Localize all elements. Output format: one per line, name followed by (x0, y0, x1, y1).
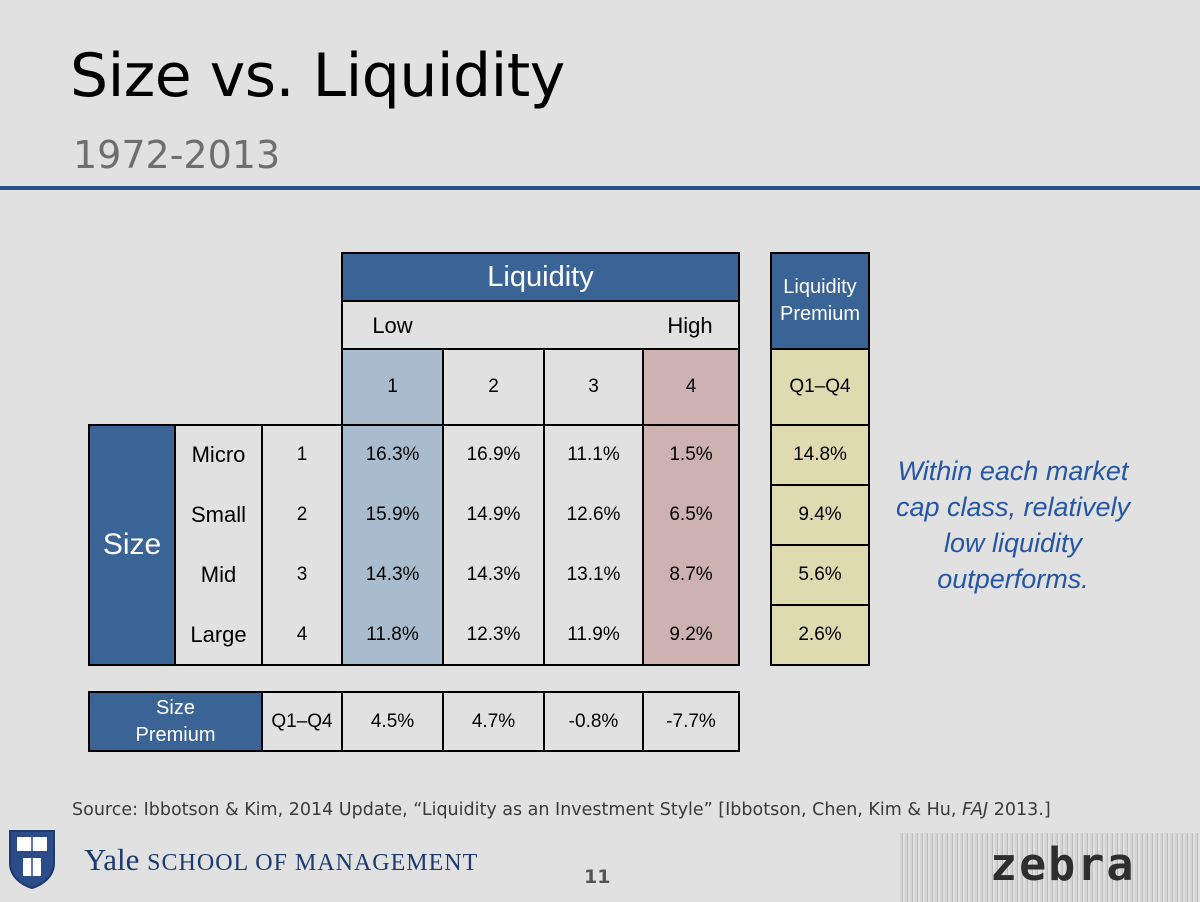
table-cell: 9.2% (669, 624, 713, 645)
liquidity-header: Liquidity (341, 252, 740, 302)
size-quartile: 2 (296, 504, 308, 525)
table-cell: 12.3% (466, 624, 521, 645)
source-citation: Source: Ibbotson & Kim, 2014 Update, “Li… (72, 800, 1051, 820)
slide-subtitle: 1972-2013 (73, 133, 281, 177)
callout-note: Within each market cap class, relatively… (895, 456, 1131, 594)
size-label: Small (190, 502, 246, 527)
table-cell: 14.3% (365, 564, 420, 585)
size-label: Mid (200, 562, 237, 587)
yale-shield-icon (9, 830, 55, 889)
slide-title: Size vs. Liquidity (70, 41, 565, 111)
source-text: Source: Ibbotson & Kim, 2014 Update, “Li… (72, 800, 962, 820)
premium-cell: 14.8% (793, 444, 847, 465)
zebra-logo: zebra (990, 838, 1136, 891)
size-label: Micro (191, 442, 246, 467)
table-cell: 16.3% (365, 444, 420, 465)
title-rule (0, 186, 1200, 190)
table-cell: 16.9% (466, 444, 521, 465)
size-premium-header: Size Premium (88, 691, 263, 752)
table-cell: 14.9% (466, 504, 521, 525)
size-labels-box (174, 424, 343, 666)
premium-col-label: Q1–Q4 (789, 376, 851, 397)
liquidity-quartile: 1 (387, 376, 398, 397)
table-cell: 8.7% (669, 564, 713, 585)
school-wordmark: SCHOOL OF MANAGEMENT (147, 850, 479, 876)
liquidity-quartile: 3 (588, 376, 599, 397)
table-cell: 6.5% (669, 504, 713, 525)
premium-cell: 2.6% (798, 624, 842, 645)
low-high-row (341, 300, 740, 350)
source-journal: FAJ (961, 800, 989, 820)
high-liquidity-column (642, 350, 738, 664)
table-cell: 13.1% (566, 564, 621, 585)
size-premium-row (261, 691, 740, 752)
yale-wordmark: Yale (84, 842, 140, 877)
table-cell: 11.9% (567, 624, 620, 645)
page-number: 11 (584, 866, 611, 888)
size-premium-cell: -0.8% (568, 710, 619, 732)
table-cell: 12.6% (566, 504, 621, 525)
size-premium-cell: 4.5% (370, 710, 415, 732)
premium-grid (770, 348, 870, 666)
source-suffix: 2013.] (988, 800, 1051, 820)
size-premium-label: Q1–Q4 (271, 710, 333, 732)
table-cell: 11.8% (366, 624, 419, 645)
size-quartile: 3 (296, 564, 308, 585)
premium-cell: 5.6% (798, 564, 842, 585)
table-cell: 11.1% (567, 444, 620, 465)
liquidity-premium-header: Liquidity Premium (770, 252, 870, 350)
size-header: Size (88, 424, 176, 666)
table-cell: 14.3% (466, 564, 521, 585)
size-quartile: 4 (296, 624, 308, 645)
low-liquidity-column (343, 350, 442, 664)
size-premium-cell: 4.7% (471, 710, 516, 732)
table-cell: 15.9% (365, 504, 420, 525)
liquidity-quartile: 4 (685, 376, 697, 397)
high-label: High (667, 313, 713, 338)
liquidity-quartile: 2 (488, 376, 499, 397)
size-quartile: 1 (296, 444, 308, 465)
yale-som-logo: Yale SCHOOL OF MANAGEMENT (84, 842, 478, 878)
size-premium-cell: -7.7% (666, 710, 716, 732)
low-label: Low (372, 313, 413, 338)
zebra-logo-background (900, 833, 1200, 902)
size-label: Large (190, 622, 247, 647)
table-cell: 1.5% (669, 444, 713, 465)
premium-cell: 9.4% (798, 504, 842, 525)
